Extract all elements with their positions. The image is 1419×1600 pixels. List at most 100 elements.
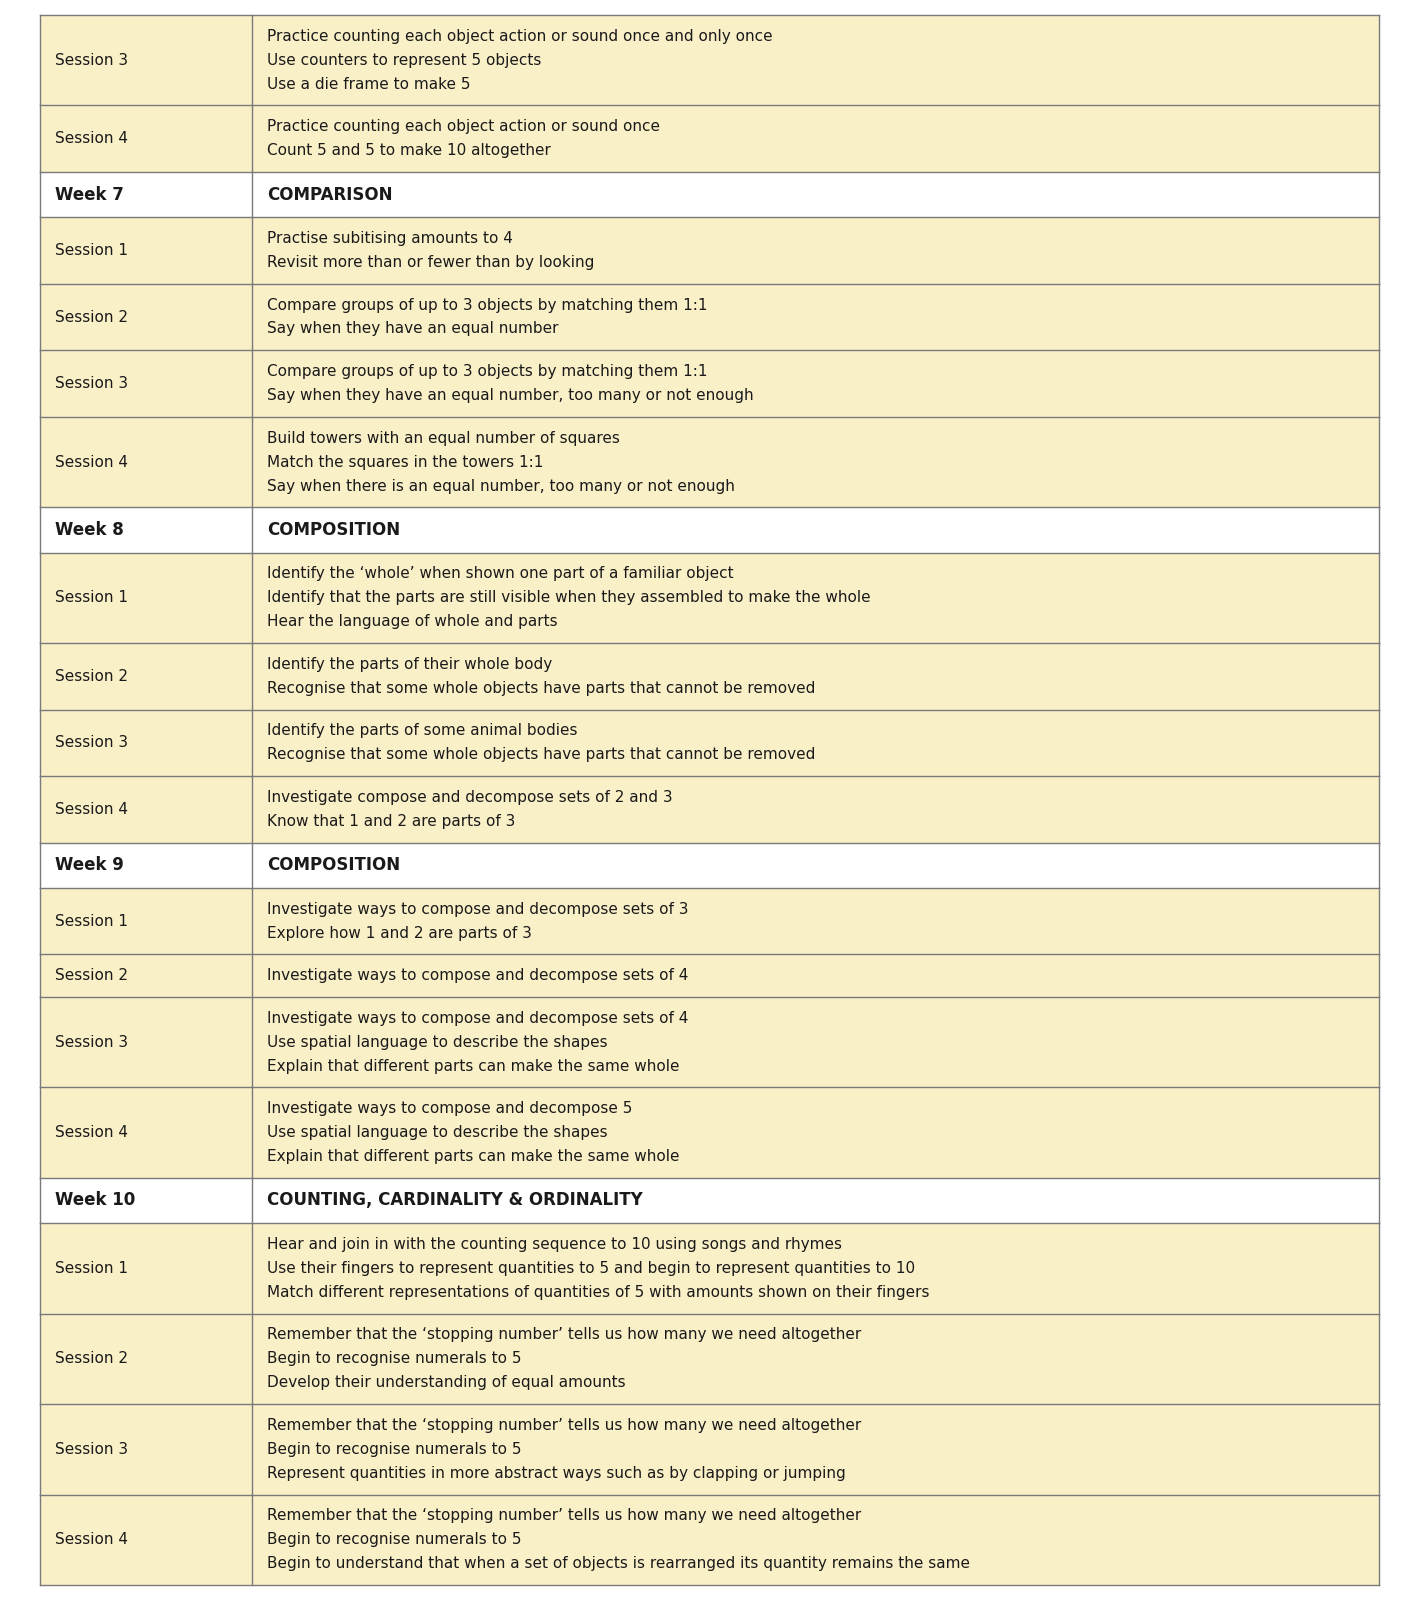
Bar <box>251 1494 1379 1586</box>
Bar <box>251 283 1379 350</box>
Bar <box>40 1088 251 1178</box>
Text: Remember that the ‘stopping number’ tells us how many we need altogether: Remember that the ‘stopping number’ tell… <box>267 1418 861 1434</box>
Bar <box>40 218 251 283</box>
Bar <box>251 709 1379 776</box>
Bar <box>251 507 1379 552</box>
Bar <box>251 1222 1379 1314</box>
Text: Identify the parts of some animal bodies: Identify the parts of some animal bodies <box>267 723 578 738</box>
Bar <box>40 776 251 843</box>
Text: Session 4: Session 4 <box>55 1533 128 1547</box>
Text: Remember that the ‘stopping number’ tells us how many we need altogether: Remember that the ‘stopping number’ tell… <box>267 1509 861 1523</box>
Text: Remember that the ‘stopping number’ tells us how many we need altogether: Remember that the ‘stopping number’ tell… <box>267 1328 861 1342</box>
Text: Revisit more than or fewer than by looking: Revisit more than or fewer than by looki… <box>267 254 595 270</box>
Bar <box>40 1405 251 1494</box>
Bar <box>251 776 1379 843</box>
Text: Investigate ways to compose and decompose sets of 4: Investigate ways to compose and decompos… <box>267 1011 688 1026</box>
Text: Identify the parts of their whole body: Identify the parts of their whole body <box>267 656 552 672</box>
Text: Investigate ways to compose and decompose sets of 4: Investigate ways to compose and decompos… <box>267 968 688 982</box>
Text: Session 4: Session 4 <box>55 802 128 818</box>
Bar <box>251 171 1379 218</box>
Text: Session 4: Session 4 <box>55 1125 128 1141</box>
Bar <box>251 888 1379 954</box>
Text: Session 1: Session 1 <box>55 1261 128 1275</box>
Text: Session 2: Session 2 <box>55 968 128 982</box>
Text: Session 1: Session 1 <box>55 914 128 928</box>
Bar <box>40 14 251 106</box>
Text: Say when they have an equal number, too many or not enough: Say when they have an equal number, too … <box>267 389 753 403</box>
Text: Week 8: Week 8 <box>55 522 123 539</box>
Text: Week 10: Week 10 <box>55 1192 136 1210</box>
Bar <box>40 709 251 776</box>
Bar <box>40 1314 251 1405</box>
Bar <box>40 552 251 643</box>
Text: Session 2: Session 2 <box>55 309 128 325</box>
Bar <box>40 507 251 552</box>
Text: Investigate ways to compose and decompose sets of 3: Investigate ways to compose and decompos… <box>267 902 688 917</box>
Text: Week 9: Week 9 <box>55 856 125 874</box>
Bar <box>251 1314 1379 1405</box>
Text: Match different representations of quantities of 5 with amounts shown on their f: Match different representations of quant… <box>267 1285 929 1299</box>
Text: Session 4: Session 4 <box>55 454 128 469</box>
Text: Use spatial language to describe the shapes: Use spatial language to describe the sha… <box>267 1035 607 1050</box>
Text: Session 3: Session 3 <box>55 53 129 67</box>
Text: Session 3: Session 3 <box>55 376 129 390</box>
Text: Practise subitising amounts to 4: Practise subitising amounts to 4 <box>267 230 512 246</box>
Text: Investigate compose and decompose sets of 2 and 3: Investigate compose and decompose sets o… <box>267 790 673 805</box>
Bar <box>40 643 251 709</box>
Bar <box>251 106 1379 171</box>
Text: Know that 1 and 2 are parts of 3: Know that 1 and 2 are parts of 3 <box>267 814 515 829</box>
Text: Use a die frame to make 5: Use a die frame to make 5 <box>267 77 471 91</box>
Text: Build towers with an equal number of squares: Build towers with an equal number of squ… <box>267 430 620 446</box>
Text: Compare groups of up to 3 objects by matching them 1:1: Compare groups of up to 3 objects by mat… <box>267 298 708 312</box>
Bar <box>251 643 1379 709</box>
Text: Week 7: Week 7 <box>55 186 125 203</box>
Bar <box>251 843 1379 888</box>
Text: Hear and join in with the counting sequence to 10 using songs and rhymes: Hear and join in with the counting seque… <box>267 1237 841 1251</box>
Text: Use spatial language to describe the shapes: Use spatial language to describe the sha… <box>267 1125 607 1141</box>
Text: Explore how 1 and 2 are parts of 3: Explore how 1 and 2 are parts of 3 <box>267 925 532 941</box>
Text: Explain that different parts can make the same whole: Explain that different parts can make th… <box>267 1149 680 1165</box>
Text: Hear the language of whole and parts: Hear the language of whole and parts <box>267 614 558 629</box>
Text: Investigate ways to compose and decompose 5: Investigate ways to compose and decompos… <box>267 1101 633 1117</box>
Text: COMPOSITION: COMPOSITION <box>267 856 400 874</box>
Text: Say when there is an equal number, too many or not enough: Say when there is an equal number, too m… <box>267 478 735 493</box>
Text: Explain that different parts can make the same whole: Explain that different parts can make th… <box>267 1059 680 1074</box>
Text: Use counters to represent 5 objects: Use counters to represent 5 objects <box>267 53 541 67</box>
Text: Say when they have an equal number: Say when they have an equal number <box>267 322 559 336</box>
Text: Begin to recognise numerals to 5: Begin to recognise numerals to 5 <box>267 1533 521 1547</box>
Text: Develop their understanding of equal amounts: Develop their understanding of equal amo… <box>267 1376 626 1390</box>
Text: Count 5 and 5 to make 10 altogether: Count 5 and 5 to make 10 altogether <box>267 144 551 158</box>
Bar <box>251 997 1379 1088</box>
Bar <box>40 843 251 888</box>
Text: Identify that the parts are still visible when they assembled to make the whole: Identify that the parts are still visibl… <box>267 590 871 605</box>
Text: Session 4: Session 4 <box>55 131 128 146</box>
Text: Use their fingers to represent quantities to 5 and begin to represent quantities: Use their fingers to represent quantitie… <box>267 1261 915 1275</box>
Bar <box>40 106 251 171</box>
Bar <box>251 14 1379 106</box>
Text: Identify the ‘whole’ when shown one part of a familiar object: Identify the ‘whole’ when shown one part… <box>267 566 734 581</box>
Bar <box>251 418 1379 507</box>
Text: Session 1: Session 1 <box>55 243 128 258</box>
Text: Session 2: Session 2 <box>55 1352 128 1366</box>
Bar <box>40 171 251 218</box>
Bar <box>40 418 251 507</box>
Bar <box>40 283 251 350</box>
Text: Compare groups of up to 3 objects by matching them 1:1: Compare groups of up to 3 objects by mat… <box>267 365 708 379</box>
Text: COUNTING, CARDINALITY & ORDINALITY: COUNTING, CARDINALITY & ORDINALITY <box>267 1192 643 1210</box>
Bar <box>251 1178 1379 1222</box>
Text: Session 1: Session 1 <box>55 590 128 605</box>
Bar <box>40 1222 251 1314</box>
Bar <box>251 218 1379 283</box>
Text: Match the squares in the towers 1:1: Match the squares in the towers 1:1 <box>267 454 543 469</box>
Text: Session 2: Session 2 <box>55 669 128 683</box>
Text: Begin to recognise numerals to 5: Begin to recognise numerals to 5 <box>267 1352 521 1366</box>
Text: Practice counting each object action or sound once: Practice counting each object action or … <box>267 120 660 134</box>
Text: COMPARISON: COMPARISON <box>267 186 393 203</box>
Bar <box>40 954 251 997</box>
Bar <box>40 1178 251 1222</box>
Text: Session 3: Session 3 <box>55 1035 129 1050</box>
Bar <box>40 997 251 1088</box>
Text: Represent quantities in more abstract ways such as by clapping or jumping: Represent quantities in more abstract wa… <box>267 1466 846 1480</box>
Bar <box>251 954 1379 997</box>
Text: Recognise that some whole objects have parts that cannot be removed: Recognise that some whole objects have p… <box>267 680 816 696</box>
